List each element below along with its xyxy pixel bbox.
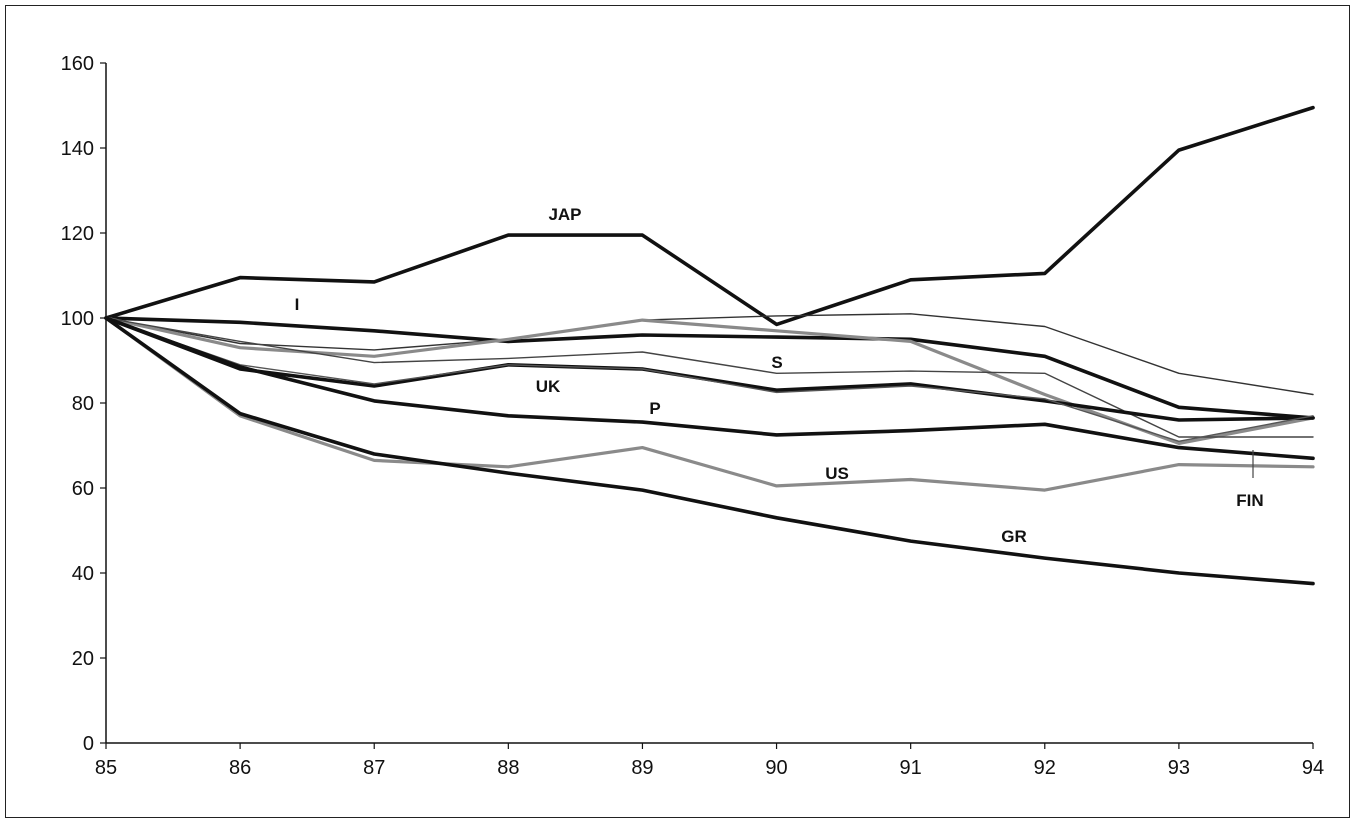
series-line-gr bbox=[104, 316, 1315, 586]
series-label-us: US bbox=[825, 464, 849, 483]
y-tick-label: 40 bbox=[72, 563, 94, 585]
y-tick-label: 0 bbox=[83, 733, 94, 755]
x-tick-label: 90 bbox=[765, 757, 787, 779]
x-tick-label: 91 bbox=[900, 757, 922, 779]
series-line-jap bbox=[104, 105, 1315, 327]
x-tick-label: 88 bbox=[497, 757, 519, 779]
series-line-p bbox=[104, 316, 1315, 461]
axes: 0 20 40 60 80 100 120 140 160 85 86 87 88 89 90 91 92 93 9… bbox=[61, 53, 1325, 779]
y-tick-label: 100 bbox=[61, 308, 94, 330]
series-line-uk bbox=[104, 316, 1315, 422]
x-tick-label: 86 bbox=[229, 757, 251, 779]
series-line-unlabeled-2 bbox=[105, 313, 1314, 396]
series-label-p: P bbox=[649, 399, 660, 418]
y-tick-label: 80 bbox=[72, 393, 94, 415]
series-label-jap: JAP bbox=[548, 205, 581, 224]
x-tick-label: 92 bbox=[1034, 757, 1056, 779]
x-tick-label: 93 bbox=[1168, 757, 1190, 779]
series-label-uk: UK bbox=[536, 377, 561, 396]
y-tick-label: 160 bbox=[61, 53, 94, 75]
series-lines bbox=[104, 105, 1315, 586]
y-tick-label: 60 bbox=[72, 478, 94, 500]
series-label-gr: GR bbox=[1001, 527, 1027, 546]
series-line-us bbox=[104, 316, 1315, 492]
series-line-i bbox=[104, 316, 1315, 420]
series-label-s: S bbox=[771, 353, 782, 372]
x-tick-label: 85 bbox=[95, 757, 117, 779]
x-tick-label: 89 bbox=[631, 757, 653, 779]
series-labels: JAP I S UK P US FIN GR bbox=[295, 205, 1264, 546]
x-tick-label: 87 bbox=[363, 757, 385, 779]
series-line-fin bbox=[105, 317, 1314, 442]
x-tick-label: 94 bbox=[1302, 757, 1324, 779]
y-tick-label: 120 bbox=[61, 223, 94, 245]
series-label-i: I bbox=[295, 295, 300, 314]
series-label-fin: FIN bbox=[1236, 491, 1263, 510]
series-line-s bbox=[105, 317, 1314, 438]
y-tick-label: 140 bbox=[61, 138, 94, 160]
y-tick-label: 20 bbox=[72, 648, 94, 670]
